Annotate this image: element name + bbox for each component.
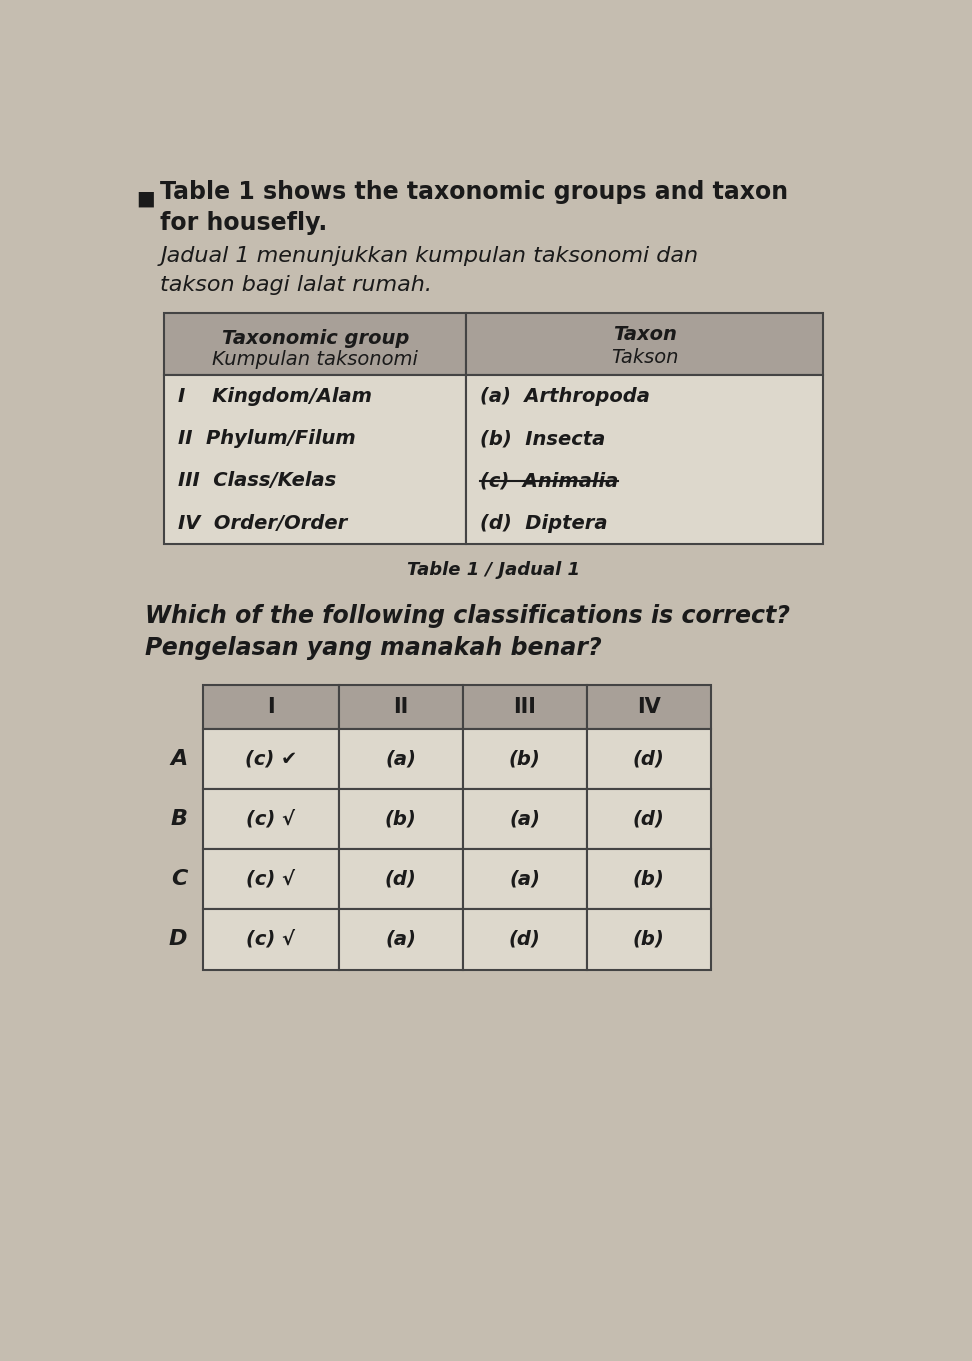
Text: for housefly.: for housefly. xyxy=(160,211,328,235)
Text: III: III xyxy=(513,697,536,717)
Text: (c) √: (c) √ xyxy=(246,810,295,829)
Bar xyxy=(463,849,586,909)
Bar xyxy=(164,376,467,544)
Text: (c) √: (c) √ xyxy=(246,930,295,949)
Bar xyxy=(203,909,338,969)
Text: I: I xyxy=(267,697,274,717)
Text: (d)  Diptera: (d) Diptera xyxy=(480,514,608,532)
Bar xyxy=(203,729,338,789)
Text: (a)  Arthropoda: (a) Arthropoda xyxy=(480,387,650,406)
Text: C: C xyxy=(171,870,188,890)
Bar xyxy=(463,789,586,849)
Text: (a): (a) xyxy=(385,750,416,769)
Bar xyxy=(586,729,711,789)
Bar xyxy=(463,909,586,969)
Bar xyxy=(586,909,711,969)
Text: (a): (a) xyxy=(509,810,539,829)
Text: III  Class/Kelas: III Class/Kelas xyxy=(178,471,336,490)
Text: Pengelasan yang manakah benar?: Pengelasan yang manakah benar? xyxy=(145,636,602,660)
Text: Table 1 / Jadual 1: Table 1 / Jadual 1 xyxy=(407,561,580,580)
Text: takson bagi lalat rumah.: takson bagi lalat rumah. xyxy=(160,275,433,295)
Bar xyxy=(463,685,586,729)
Bar xyxy=(586,685,711,729)
Bar xyxy=(467,313,823,376)
Text: Table 1 shows the taxonomic groups and taxon: Table 1 shows the taxonomic groups and t… xyxy=(160,180,788,204)
Text: IV  Order/Order: IV Order/Order xyxy=(178,514,347,532)
Text: A: A xyxy=(170,750,188,769)
Bar xyxy=(586,789,711,849)
Text: (b)  Insecta: (b) Insecta xyxy=(480,429,606,448)
Bar xyxy=(338,849,463,909)
Text: Taxonomic group: Taxonomic group xyxy=(222,329,409,348)
Text: (b): (b) xyxy=(633,870,665,889)
Text: Which of the following classifications is correct?: Which of the following classifications i… xyxy=(145,604,789,627)
Text: (d): (d) xyxy=(633,750,665,769)
Bar xyxy=(203,849,338,909)
Text: (b): (b) xyxy=(385,810,416,829)
Text: IV: IV xyxy=(637,697,660,717)
Bar xyxy=(463,729,586,789)
Bar xyxy=(467,376,823,544)
Text: II: II xyxy=(393,697,408,717)
Text: ▪: ▪ xyxy=(135,185,156,214)
Bar xyxy=(586,849,711,909)
Text: (a): (a) xyxy=(385,930,416,949)
Text: (c) ✔: (c) ✔ xyxy=(245,750,296,769)
Bar xyxy=(338,909,463,969)
Text: (c)  Animalia: (c) Animalia xyxy=(480,471,618,490)
Text: (d): (d) xyxy=(385,870,416,889)
Bar xyxy=(338,789,463,849)
Text: I    Kingdom/Alam: I Kingdom/Alam xyxy=(178,387,372,406)
Bar xyxy=(338,729,463,789)
Text: (d): (d) xyxy=(633,810,665,829)
Text: Taxon: Taxon xyxy=(612,325,677,344)
Text: (d): (d) xyxy=(508,930,540,949)
Bar xyxy=(203,789,338,849)
Text: Jadual 1 menunjukkan kumpulan taksonomi dan: Jadual 1 menunjukkan kumpulan taksonomi … xyxy=(160,246,698,267)
Bar xyxy=(338,685,463,729)
Text: Kumpulan taksonomi: Kumpulan taksonomi xyxy=(212,350,418,369)
Text: Takson: Takson xyxy=(610,348,678,367)
Text: (c) √: (c) √ xyxy=(246,870,295,889)
Text: II  Phylum/Filum: II Phylum/Filum xyxy=(178,429,356,448)
Text: (b): (b) xyxy=(633,930,665,949)
Text: D: D xyxy=(169,930,188,950)
Text: (b): (b) xyxy=(508,750,540,769)
Text: (a): (a) xyxy=(509,870,539,889)
Bar xyxy=(164,313,467,376)
Bar xyxy=(203,685,338,729)
Text: B: B xyxy=(170,810,188,829)
